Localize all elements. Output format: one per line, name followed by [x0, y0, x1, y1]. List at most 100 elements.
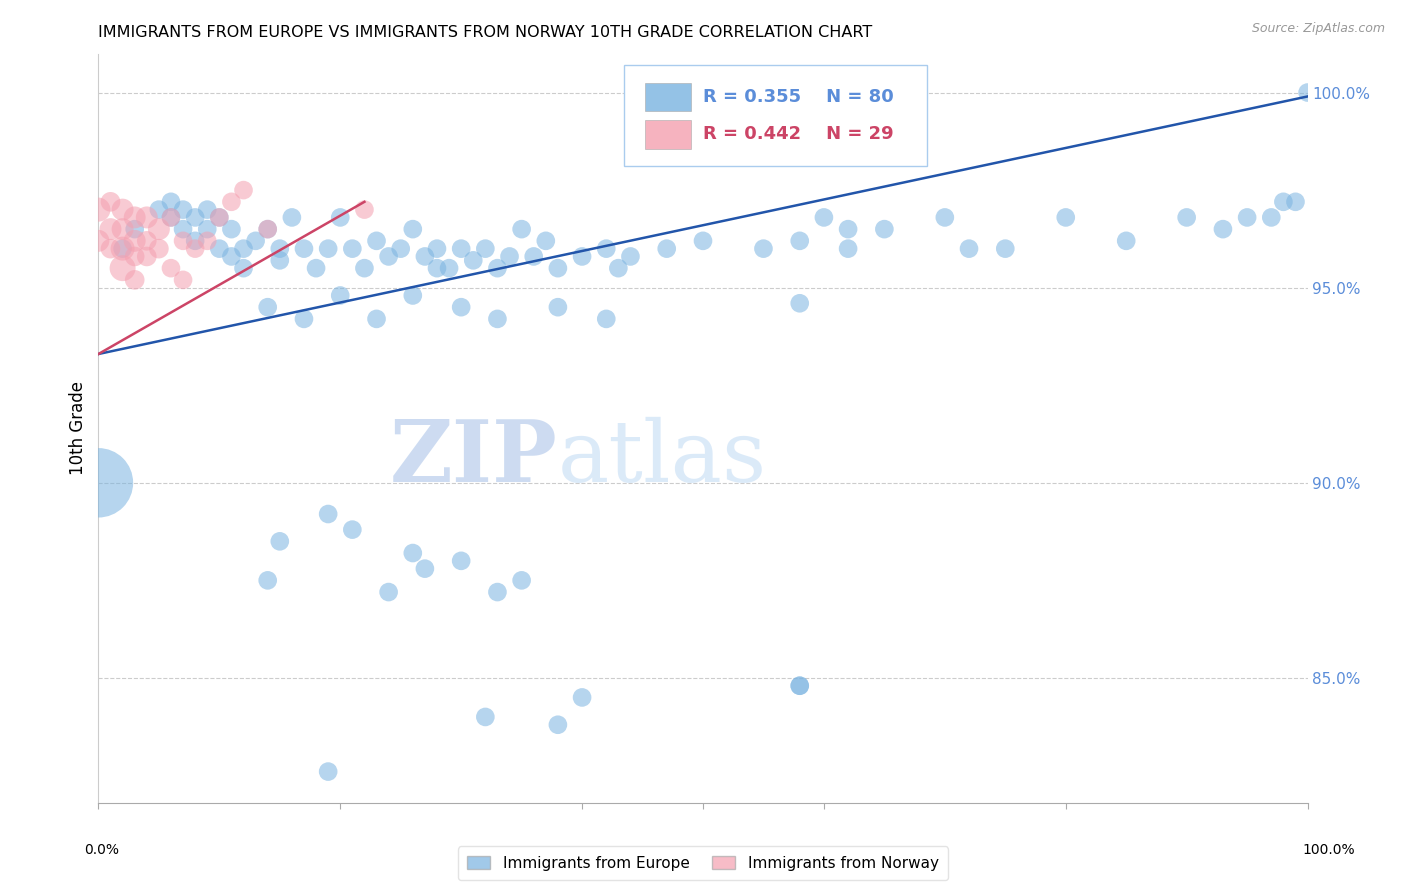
Point [789, 296, 811, 310]
Point [1296, 86, 1319, 100]
Point [402, 546, 425, 560]
Point [1115, 234, 1137, 248]
Point [269, 242, 291, 256]
Text: Source: ZipAtlas.com: Source: ZipAtlas.com [1251, 22, 1385, 36]
Text: ZIP: ZIP [389, 417, 558, 500]
Point [571, 250, 593, 264]
Point [305, 261, 328, 276]
Point [353, 202, 375, 217]
Point [111, 202, 134, 217]
Point [413, 562, 436, 576]
Point [1236, 211, 1258, 225]
Point [571, 690, 593, 705]
Point [316, 507, 339, 521]
Point [957, 242, 980, 256]
Point [87, 234, 110, 248]
Point [100, 194, 122, 209]
Point [353, 261, 375, 276]
Text: 0.0%: 0.0% [84, 843, 118, 857]
Point [160, 211, 183, 225]
Point [269, 253, 291, 268]
Point [377, 585, 399, 599]
Point [124, 273, 146, 287]
Point [607, 261, 630, 276]
Point [1054, 211, 1077, 225]
Point [329, 288, 352, 302]
Point [450, 242, 472, 256]
Point [655, 242, 678, 256]
Point [329, 211, 352, 225]
Text: 100.0%: 100.0% [1302, 843, 1355, 857]
Point [135, 250, 157, 264]
Point [342, 242, 364, 256]
Point [148, 202, 170, 217]
FancyBboxPatch shape [645, 83, 690, 112]
Point [1272, 194, 1295, 209]
Text: R = 0.355    N = 80: R = 0.355 N = 80 [703, 88, 894, 106]
Point [789, 679, 811, 693]
Point [463, 253, 485, 268]
Point [534, 234, 557, 248]
Point [160, 261, 183, 276]
Point [316, 242, 339, 256]
Point [934, 211, 956, 225]
Point [195, 234, 218, 248]
Point [281, 211, 304, 225]
Point [692, 234, 714, 248]
Point [402, 288, 425, 302]
Point [100, 242, 122, 256]
Point [752, 242, 775, 256]
Point [148, 222, 170, 236]
Point [111, 261, 134, 276]
Point [208, 242, 231, 256]
Point [124, 234, 146, 248]
Point [450, 300, 472, 314]
Point [1260, 211, 1282, 225]
Point [595, 312, 617, 326]
Point [124, 211, 146, 225]
Point [184, 242, 207, 256]
Point [437, 261, 460, 276]
Point [184, 211, 207, 225]
Point [402, 222, 425, 236]
Point [124, 222, 146, 236]
Point [292, 312, 315, 326]
Point [111, 242, 134, 256]
Point [426, 261, 449, 276]
Point [208, 211, 231, 225]
Point [486, 585, 509, 599]
Text: atlas: atlas [558, 417, 768, 500]
Point [256, 222, 278, 236]
Point [474, 242, 496, 256]
Legend: Immigrants from Europe, Immigrants from Norway: Immigrants from Europe, Immigrants from … [458, 847, 948, 880]
Point [292, 242, 315, 256]
Point [595, 242, 617, 256]
Point [389, 242, 412, 256]
Point [124, 250, 146, 264]
Point [256, 574, 278, 588]
FancyBboxPatch shape [645, 120, 690, 149]
Point [813, 211, 835, 225]
Point [450, 554, 472, 568]
Point [523, 250, 546, 264]
Point [172, 222, 194, 236]
Point [547, 300, 569, 314]
Point [87, 202, 110, 217]
Point [135, 234, 157, 248]
Point [172, 202, 194, 217]
Point [837, 242, 859, 256]
Point [789, 679, 811, 693]
FancyBboxPatch shape [624, 65, 927, 166]
Point [486, 261, 509, 276]
Point [994, 242, 1017, 256]
Point [232, 242, 254, 256]
Point [256, 222, 278, 236]
Point [111, 242, 134, 256]
Point [316, 764, 339, 779]
Text: IMMIGRANTS FROM EUROPE VS IMMIGRANTS FROM NORWAY 10TH GRADE CORRELATION CHART: IMMIGRANTS FROM EUROPE VS IMMIGRANTS FRO… [98, 25, 873, 40]
Point [172, 234, 194, 248]
Point [789, 234, 811, 248]
Point [160, 211, 183, 225]
Point [184, 234, 207, 248]
Point [413, 250, 436, 264]
